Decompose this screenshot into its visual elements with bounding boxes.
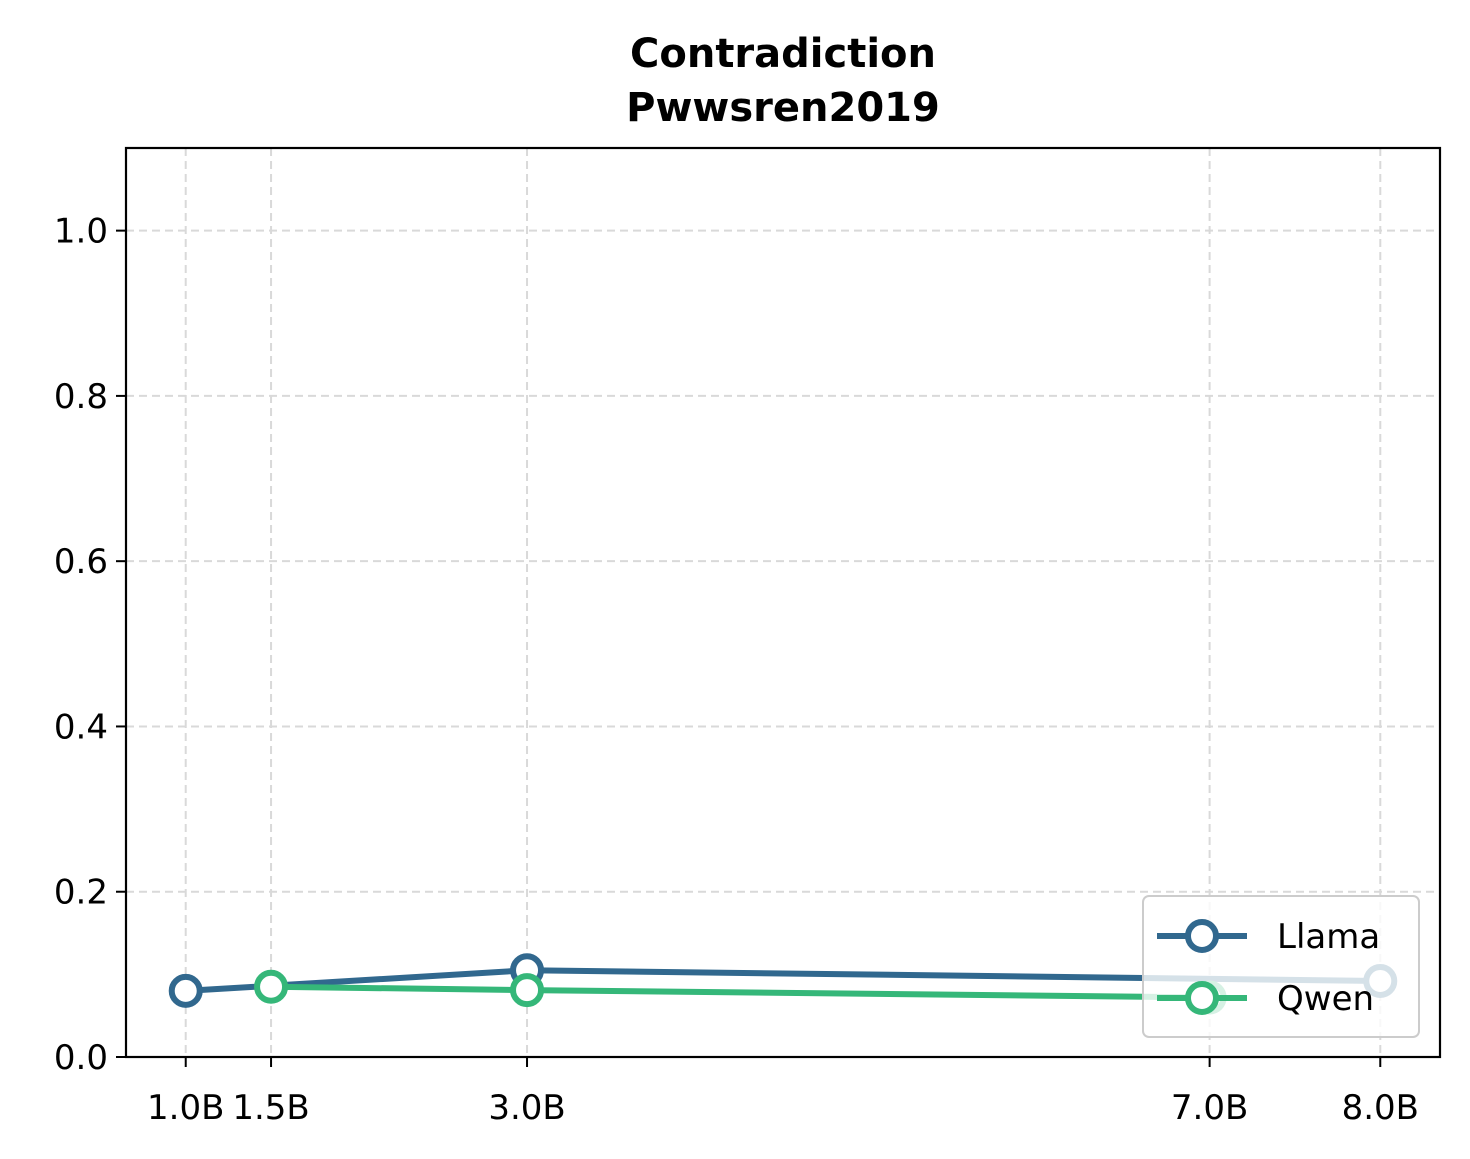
data-point-qwen bbox=[510, 973, 545, 1008]
legend-label: Llama bbox=[1277, 917, 1380, 957]
y-tick-label: 0.0 bbox=[54, 1038, 108, 1078]
legend: Llama Qwen bbox=[1142, 895, 1420, 1038]
y-tick-label: 0.8 bbox=[54, 377, 108, 417]
y-tick-label: 0.2 bbox=[54, 873, 108, 913]
chart-title-line-1: Contradiction bbox=[630, 31, 936, 77]
y-axis: 0.0 0.2 0.4 0.6 0.8 1.0 bbox=[54, 212, 126, 1078]
x-tick-label: 3.0B bbox=[488, 1088, 565, 1128]
legend-label: Qwen bbox=[1277, 979, 1374, 1019]
x-tick-label: 1.0B bbox=[147, 1088, 224, 1128]
y-tick-label: 0.6 bbox=[54, 542, 108, 582]
data-point-llama bbox=[168, 973, 203, 1008]
y-tick-label: 0.4 bbox=[54, 707, 108, 747]
plot-frame bbox=[124, 146, 1442, 1059]
chart-title-line-2: Pwwsren2019 bbox=[626, 85, 940, 131]
x-axis: 1.0B 1.5B 3.0B 7.0B 8.0B bbox=[147, 1057, 1419, 1128]
legend-swatch-marker bbox=[1185, 919, 1219, 953]
x-tick-label: 1.5B bbox=[232, 1088, 309, 1128]
data-point-qwen bbox=[254, 969, 289, 1004]
legend-swatch-marker bbox=[1185, 981, 1219, 1015]
y-tick-label: 1.0 bbox=[54, 212, 108, 252]
series-group bbox=[168, 953, 1398, 1015]
x-tick-label: 7.0B bbox=[1171, 1088, 1248, 1128]
x-tick-label: 8.0B bbox=[1342, 1088, 1419, 1128]
